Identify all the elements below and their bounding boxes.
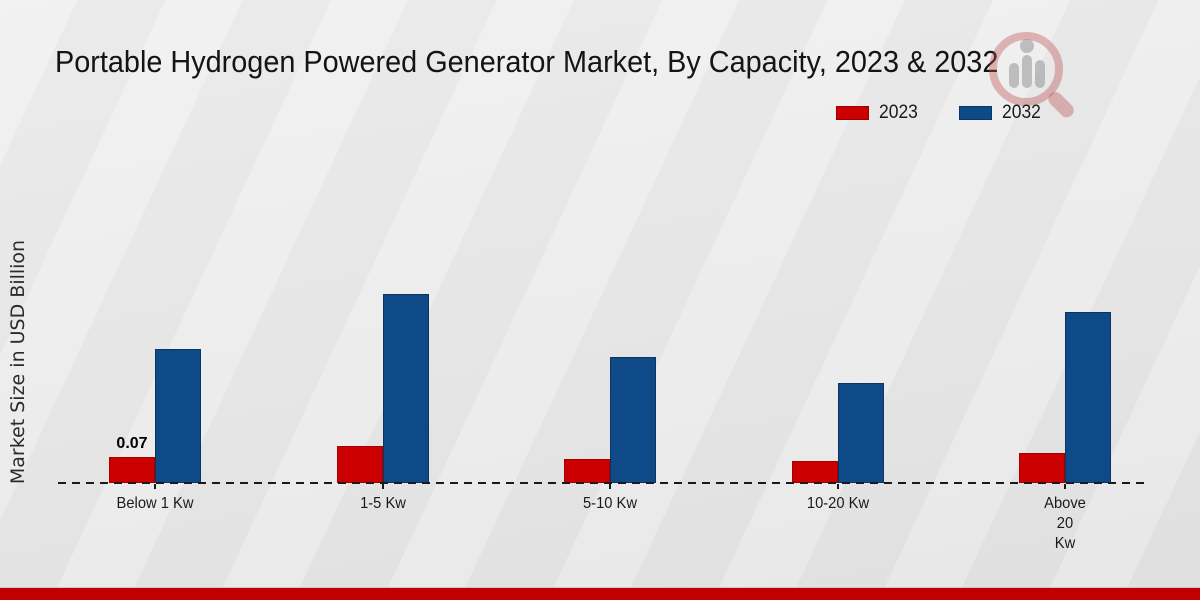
bar-2023-10-20-kw xyxy=(791,461,838,483)
x-axis-tick-1-5-kw xyxy=(381,484,384,489)
x-tick-label-10-20-kw: 10-20 Kw xyxy=(806,495,869,512)
bar-value-label-2023-below-1-kw: 0.07 xyxy=(116,435,148,452)
bar-2032-below-1-kw xyxy=(155,349,201,483)
legend-swatch-2032 xyxy=(959,106,993,120)
chart-title: Portable Hydrogen Powered Generator Mark… xyxy=(55,44,999,79)
x-axis-tick-below-1-kw xyxy=(154,484,156,489)
x-axis-baseline-dashed xyxy=(58,482,1150,484)
x-axis-tick-10-20-kw xyxy=(836,484,839,489)
bar-2032-above-20-kw xyxy=(1065,312,1111,483)
bar-2023-1-5-kw xyxy=(336,446,383,483)
magnifier-bar-chart-icon xyxy=(989,32,1074,118)
footer-stripe xyxy=(0,587,1200,600)
x-axis-tick-5-10-kw xyxy=(609,484,611,489)
bar-2023-above-20-kw xyxy=(1019,453,1065,483)
bar-2023-5-10-kw xyxy=(564,459,610,483)
bar-2032-10-20-kw xyxy=(837,383,884,483)
bar-2032-5-10-kw xyxy=(610,357,656,483)
x-axis-tick-above-20-kw xyxy=(1064,484,1066,489)
x-tick-label-1-5-kw: 1-5 Kw xyxy=(359,495,406,512)
bar-2023-below-1-kw xyxy=(109,457,155,483)
x-tick-label-above-20-kw: Above 20 Kw xyxy=(1044,495,1086,552)
watermark-logo xyxy=(989,32,1074,118)
legend-label-2023: 2023 xyxy=(879,102,918,123)
x-tick-label-below-1-kw: Below 1 Kw xyxy=(116,495,194,512)
bar-2032-1-5-kw xyxy=(382,294,429,483)
legend-label-2032: 2032 xyxy=(1002,102,1042,123)
x-tick-label-5-10-kw: 5-10 Kw xyxy=(582,495,637,512)
legend: 2023 2032 xyxy=(836,102,1045,124)
legend-swatch-2023 xyxy=(836,106,869,120)
legend-item-2032: 2032 xyxy=(959,102,1044,124)
legend-item-2023: 2023 xyxy=(836,102,921,124)
